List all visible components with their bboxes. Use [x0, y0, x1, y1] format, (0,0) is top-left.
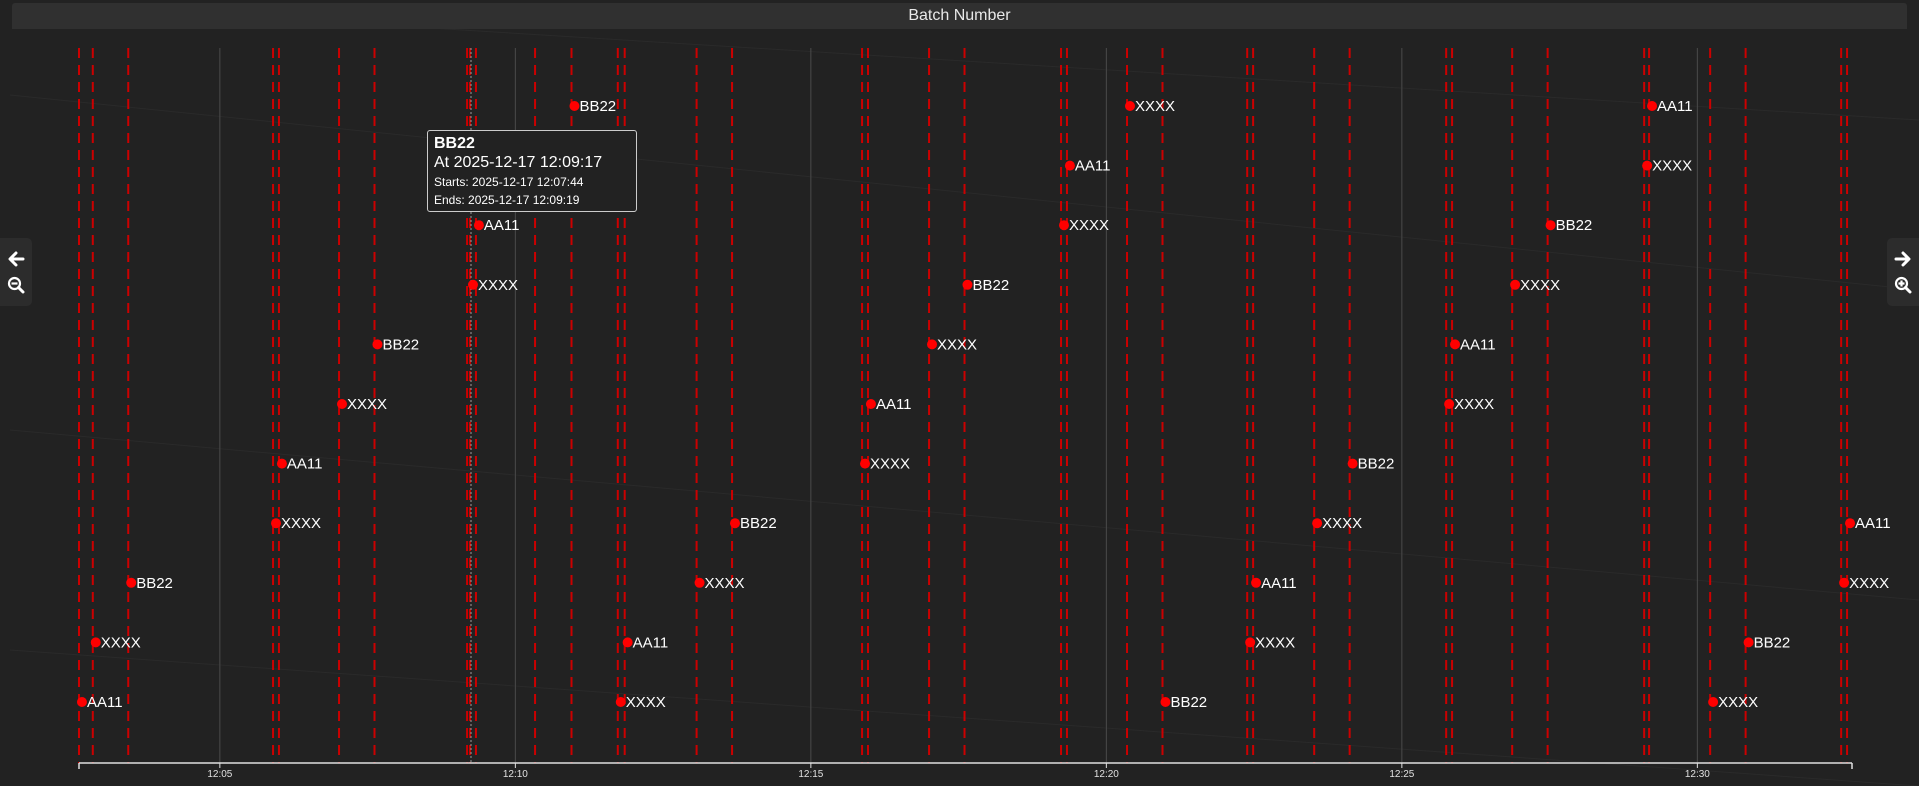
point-label: XXXX [101, 634, 141, 651]
point-label: AA11 [633, 634, 669, 651]
data-point [1124, 101, 1135, 111]
left-nav-panel [0, 238, 32, 306]
data-point [1160, 697, 1171, 707]
point-label: XXXX [1718, 694, 1758, 711]
data-point [962, 279, 973, 290]
point-label: BB22 [1358, 456, 1395, 473]
point-label: XXXX [347, 396, 387, 413]
point-label: AA11 [1657, 98, 1693, 115]
hover-tooltip: BB22 At 2025-12-17 12:09:17 Starts: 2025… [427, 130, 637, 212]
data-point [1708, 697, 1719, 707]
point-label: XXXX [478, 277, 518, 294]
data-point [468, 279, 478, 290]
point-label: AA11 [87, 694, 123, 711]
data-point [1064, 160, 1075, 171]
data-point [336, 399, 347, 409]
arrow-left-icon[interactable] [0, 246, 32, 272]
point-label: AA11 [1460, 336, 1496, 353]
point-label: AA11 [1855, 515, 1891, 532]
x-tick-label: 12:10 [503, 769, 528, 780]
point-label: XXXX [1454, 396, 1494, 413]
point-label: XXXX [1135, 98, 1175, 115]
point-label: XXXX [1520, 277, 1560, 294]
point-label: BB22 [1754, 634, 1791, 651]
point-label: BB22 [1170, 694, 1207, 711]
point-label: AA11 [484, 217, 520, 234]
data-point [622, 637, 633, 648]
zoom-in-icon[interactable] [1887, 272, 1919, 298]
x-tick-label: 12:05 [207, 769, 232, 780]
x-tick-label: 12:20 [1094, 769, 1119, 780]
data-point [1059, 220, 1069, 231]
data-point [615, 697, 626, 707]
data-point [927, 339, 938, 350]
point-label: XXXX [937, 336, 977, 353]
data-point [126, 577, 137, 588]
tooltip-title: BB22 [434, 135, 475, 152]
data-point [1347, 458, 1358, 469]
tooltip-timestamp: At 2025-12-17 12:09:17 [434, 154, 603, 171]
zoom-out-icon[interactable] [0, 272, 32, 298]
point-label: BB22 [740, 515, 777, 532]
data-point [1743, 637, 1754, 648]
data-point [90, 637, 101, 648]
tooltip-starts: Starts: 2025-12-17 12:07:44 [434, 175, 584, 189]
data-point [276, 458, 287, 469]
point-label: XXXX [1652, 158, 1692, 175]
point-label: XXXX [705, 575, 745, 592]
data-point [865, 399, 876, 409]
data-point [1839, 577, 1850, 588]
data-point [1647, 101, 1658, 111]
data-point [1312, 518, 1323, 529]
point-label: AA11 [1261, 575, 1297, 592]
point-label: AA11 [1075, 158, 1111, 175]
point-label: BB22 [382, 336, 419, 353]
point-label: XXXX [1255, 634, 1295, 651]
x-tick-label: 12:15 [798, 769, 823, 780]
point-label: BB22 [579, 98, 616, 115]
point-label: AA11 [287, 456, 323, 473]
x-tick-label: 12:25 [1389, 769, 1414, 780]
data-point [569, 101, 580, 111]
data-point [1444, 399, 1455, 409]
data-point [1245, 637, 1256, 648]
point-label: AA11 [876, 396, 912, 413]
point-label: XXXX [870, 456, 910, 473]
point-label: XXXX [1849, 575, 1889, 592]
tooltip-ends: Ends: 2025-12-17 12:09:19 [434, 193, 580, 207]
data-point [1845, 518, 1856, 529]
chart-title: Batch Number [12, 3, 1907, 29]
data-point [76, 697, 87, 707]
point-label: BB22 [972, 277, 1009, 294]
data-point [1545, 220, 1556, 231]
point-label: BB22 [136, 575, 173, 592]
data-point [1251, 577, 1262, 588]
point-label: XXXX [281, 515, 321, 532]
data-point [1450, 339, 1461, 350]
data-point [730, 518, 741, 529]
data-point [694, 577, 705, 588]
data-point [271, 518, 281, 529]
right-nav-panel [1887, 238, 1919, 306]
point-label: XXXX [626, 694, 666, 711]
point-label: BB22 [1556, 217, 1593, 234]
point-label: XXXX [1322, 515, 1362, 532]
data-point [1510, 279, 1521, 290]
point-label: XXXX [1069, 217, 1109, 234]
data-point [372, 339, 383, 350]
data-point [473, 220, 484, 231]
arrow-right-icon[interactable] [1887, 246, 1919, 272]
data-point [1642, 160, 1653, 171]
data-point [860, 458, 871, 469]
x-tick-label: 12:30 [1685, 769, 1710, 780]
